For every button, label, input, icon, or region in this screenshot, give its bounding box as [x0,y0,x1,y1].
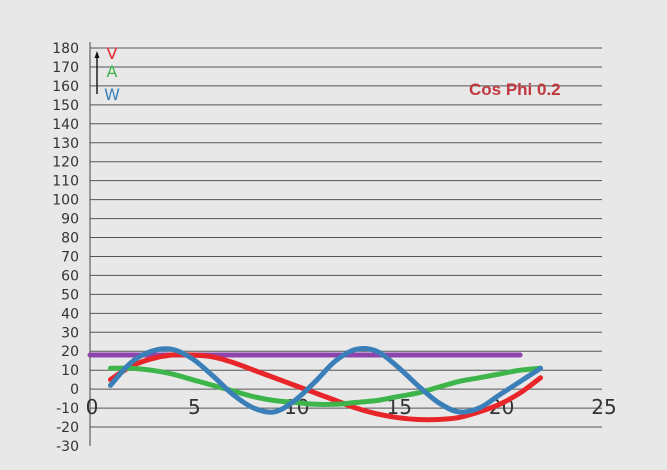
y-tick-label: -30 [56,439,79,455]
y-axis-ticks: 1801701601501401301201101009080706050403… [52,41,79,455]
y-tick-label: 100 [52,193,79,209]
legend-label-w: W [104,85,120,104]
series [87,345,544,423]
y-tick-label: 0 [70,382,79,398]
y-tick-label: 120 [52,155,79,171]
y-tick-label: 30 [61,325,79,341]
y-tick-label: 160 [52,79,79,95]
y-tick-label: 80 [61,231,79,247]
y-tick-label: 180 [52,41,79,57]
x-tick-label: 0 [86,395,99,419]
y-tick-label: 170 [52,60,79,76]
y-tick-label: 140 [52,117,79,133]
y-tick-label: 40 [61,306,79,322]
cos-phi-annotation: Cos Phi 0.2 [469,80,561,99]
legend-label-v: V [107,44,118,63]
y-tick-label: -10 [56,401,79,417]
y-tick-label: 90 [61,212,79,228]
y-tick-label: 50 [61,287,79,303]
y-tick-label: 20 [61,344,79,360]
series-w-line [107,345,544,415]
legend: VAW [94,44,120,104]
y-tick-label: 110 [52,174,79,190]
y-tick-label: 150 [52,98,79,114]
x-tick-label: 25 [591,395,616,419]
y-tick-label: -20 [56,420,79,436]
x-tick-label: 5 [188,395,201,419]
series-a-line [107,365,544,408]
y-tick-label: 10 [61,363,79,379]
legend-arrow-head [94,51,100,58]
y-tick-label: 130 [52,136,79,152]
legend-label-a: A [107,62,118,81]
y-tick-label: 60 [61,268,79,284]
y-tick-label: 70 [61,249,79,265]
